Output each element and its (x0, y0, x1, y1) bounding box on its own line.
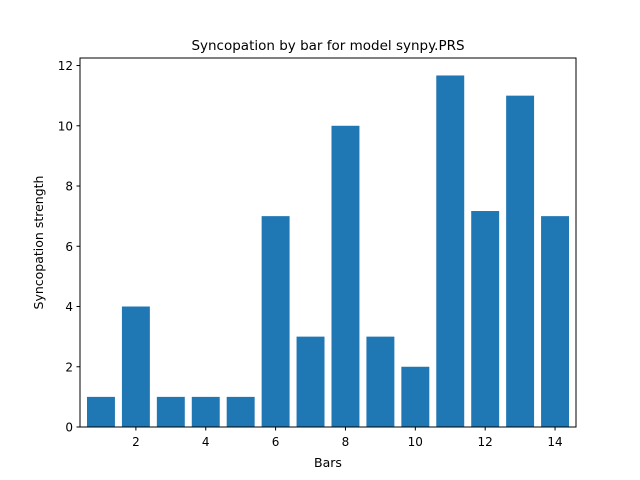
x-tick-label: 6 (272, 435, 280, 449)
y-axis-label: Syncopation strength (31, 176, 46, 310)
bar-11 (436, 75, 465, 428)
x-tick-label: 4 (202, 435, 210, 449)
bar-2 (121, 306, 150, 427)
bar-5 (226, 396, 255, 427)
x-tick-label: 12 (478, 435, 493, 449)
x-axis-label: Bars (314, 455, 342, 470)
bar-10 (401, 366, 430, 427)
y-axis-ticks: 0 2 4 6 8 10 12 (58, 59, 80, 435)
y-tick-label: 4 (65, 300, 73, 314)
bar-14 (541, 216, 570, 427)
y-tick-label: 10 (58, 119, 73, 133)
x-axis-ticks: 2 4 6 8 10 12 14 (132, 427, 563, 449)
x-tick-label: 8 (342, 435, 350, 449)
y-tick-label: 12 (58, 59, 73, 73)
bar-3 (156, 396, 185, 427)
bar-8 (331, 125, 360, 427)
y-tick-label: 0 (65, 421, 73, 435)
plot-frame (79, 57, 577, 428)
bar-1 (86, 396, 115, 427)
bars (86, 75, 570, 428)
chart-title: Syncopation by bar for model synpy.PRS (191, 38, 464, 54)
x-tick-label: 14 (547, 435, 562, 449)
x-tick-label: 2 (132, 435, 140, 449)
y-tick-label: 6 (65, 240, 73, 254)
bar-6 (261, 216, 290, 427)
bar-12 (471, 211, 500, 427)
x-tick-label: 10 (408, 435, 423, 449)
bar-4 (191, 396, 220, 427)
y-tick-label: 2 (65, 360, 73, 374)
bar-13 (506, 95, 535, 427)
bar-9 (366, 336, 395, 427)
y-tick-label: 8 (65, 180, 73, 194)
bar-7 (296, 336, 325, 427)
